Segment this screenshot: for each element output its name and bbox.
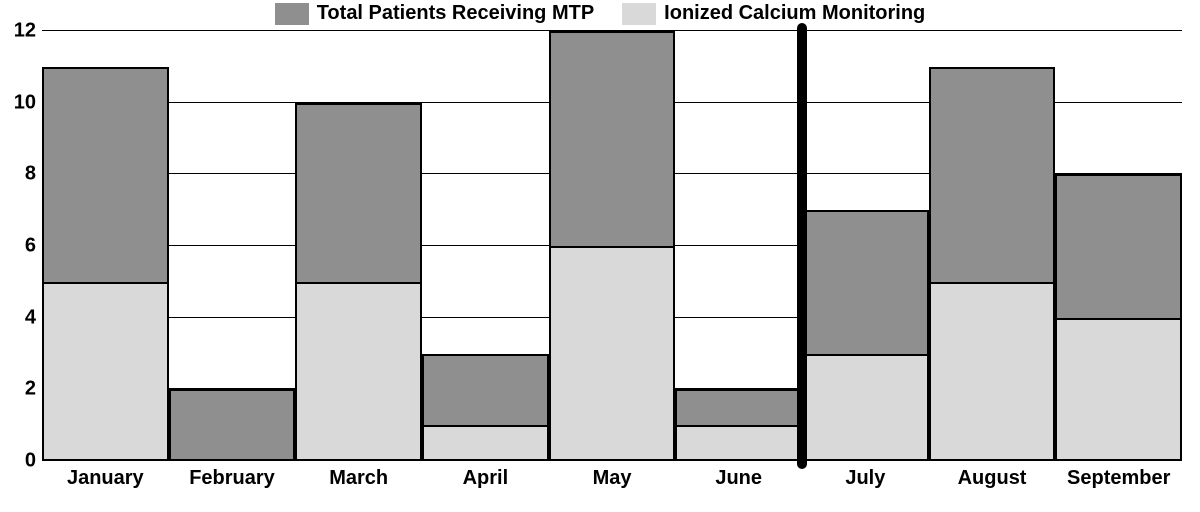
bar-slot	[422, 31, 549, 461]
bar-slot	[42, 31, 169, 461]
y-tick-label: 6	[4, 235, 36, 258]
y-tick-label: 0	[4, 450, 36, 473]
y-tick-label: 12	[4, 20, 36, 43]
chart-plot-area: 024681012	[42, 31, 1182, 461]
bar-monitoring	[1055, 318, 1182, 461]
bar-monitoring	[929, 282, 1056, 461]
legend-item-series2: Ionized Calcium Monitoring	[622, 2, 925, 25]
bar-total	[169, 389, 296, 461]
x-axis-labels: JanuaryFebruaryMarchAprilMayJuneJulyAugu…	[42, 461, 1182, 490]
x-tick-label: April	[422, 461, 549, 490]
y-tick-label: 8	[4, 163, 36, 186]
bar-slot	[929, 31, 1056, 461]
x-tick-label: February	[169, 461, 296, 490]
bar-slot	[802, 31, 929, 461]
x-tick-label: June	[675, 461, 802, 490]
y-tick-label: 10	[4, 91, 36, 114]
bar-monitoring	[802, 354, 929, 462]
bar-monitoring	[42, 282, 169, 461]
legend: Total Patients Receiving MTP Ionized Cal…	[0, 0, 1200, 31]
legend-swatch-series2	[622, 3, 656, 25]
legend-swatch-series1	[275, 3, 309, 25]
x-tick-label: May	[549, 461, 676, 490]
bar-slot	[295, 31, 422, 461]
x-tick-label: July	[802, 461, 929, 490]
bar-monitoring	[295, 282, 422, 461]
bar-slot	[1055, 31, 1182, 461]
bar-slot	[549, 31, 676, 461]
vertical-divider	[797, 23, 807, 469]
bar-monitoring	[675, 425, 802, 461]
legend-item-series1: Total Patients Receiving MTP	[275, 2, 594, 25]
y-tick-label: 2	[4, 378, 36, 401]
bar-slot	[675, 31, 802, 461]
x-tick-label: September	[1055, 461, 1182, 490]
x-tick-label: January	[42, 461, 169, 490]
bar-monitoring	[549, 246, 676, 461]
x-tick-label: August	[929, 461, 1056, 490]
legend-label-series2: Ionized Calcium Monitoring	[664, 2, 925, 25]
bar-monitoring	[422, 425, 549, 461]
bars-container	[42, 31, 1182, 461]
x-tick-label: March	[295, 461, 422, 490]
legend-label-series1: Total Patients Receiving MTP	[317, 2, 594, 25]
y-tick-label: 4	[4, 306, 36, 329]
bar-slot	[169, 31, 296, 461]
